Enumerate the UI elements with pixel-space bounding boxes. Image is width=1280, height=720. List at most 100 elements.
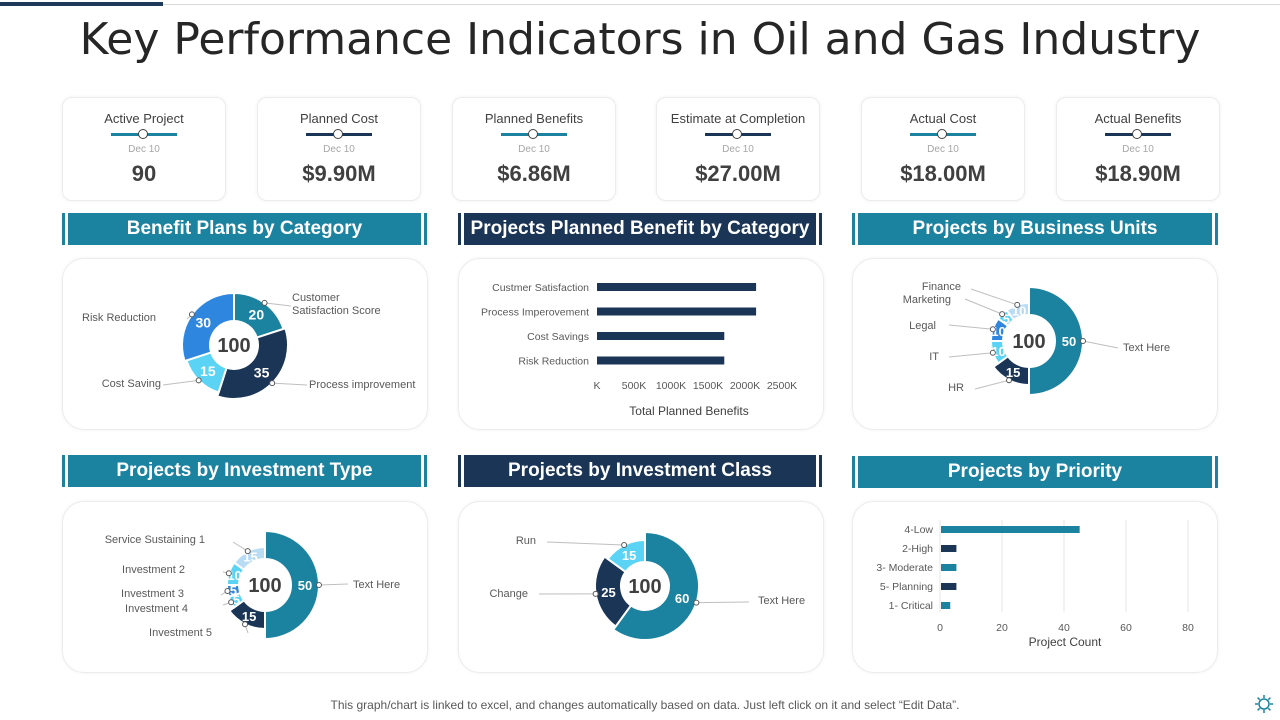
panel-investment-class: 60 Text Here 25 Change 15 Run 100 (458, 501, 824, 673)
leader-dot (242, 621, 249, 628)
bar (941, 526, 1080, 533)
bar-category-label: 4-Low (904, 524, 933, 536)
donut-category-label: HR (948, 382, 964, 394)
leader-dot (261, 299, 268, 306)
donut-value-label: 50 (1062, 334, 1076, 349)
kpi-label: Active Project (104, 111, 184, 126)
bar (597, 332, 725, 340)
donut-slice (232, 545, 266, 572)
kpi-card: Actual Benefits Dec 10 $18.90M (1056, 97, 1220, 201)
donut-category-label: Investment 4 (125, 603, 188, 615)
bar-category-label: Cost Savings (527, 331, 589, 343)
leader-dot (188, 311, 195, 318)
donut-value-label: 5 (233, 593, 240, 608)
donut-center-label: 100 (217, 335, 250, 357)
kpi-slider (910, 129, 976, 139)
donut-category-label: Customer (292, 292, 340, 304)
header-benefit-plans: Benefit Plans by Category (62, 213, 427, 245)
donut-slice (264, 529, 320, 641)
donut-category-label: Marketing (903, 294, 951, 306)
donut-value-label: 50 (298, 578, 312, 593)
donut-slice (594, 555, 633, 628)
leader-line (318, 583, 349, 586)
x-axis-label: Project Count (1029, 635, 1102, 649)
header-benefit-plans-label: Benefit Plans by Category (126, 218, 363, 239)
kpi-date: Dec 10 (323, 144, 355, 155)
kpi-slider (1105, 129, 1171, 139)
kpi-card: Active Project Dec 10 90 (62, 97, 226, 201)
leader-line (948, 324, 993, 330)
bar (941, 583, 957, 590)
donut-category-label: Cost Saving (102, 378, 161, 390)
footer-note: This graph/chart is linked to excel, and… (330, 698, 960, 712)
bar-category-label: 5- Planning (880, 581, 933, 593)
bar (597, 356, 725, 365)
donut-category-label: Risk Reduction (82, 312, 156, 324)
kpi-card: Estimate at Completion Dec 10 $27.00M (656, 97, 820, 201)
x-tick-label: 1000K (656, 380, 686, 392)
bar-category-label: Process Imperovement (481, 307, 589, 319)
page-title: Key Performance Indicators in Oil and Ga… (79, 14, 1201, 65)
header-investment-type-label: Projects by Investment Type (116, 460, 373, 481)
donut-value-label: 5 (1003, 311, 1010, 326)
kpi-label: Planned Cost (299, 111, 379, 126)
leader-dot (269, 380, 276, 387)
panel-business-units: 50 Text Here 15 HR 10 IT 10 Legal 5 Marketing 10 Fi… (852, 258, 1218, 430)
donut-slice (181, 291, 235, 363)
kpi-slider-knob (937, 129, 947, 139)
x-tick-label: 500K (622, 380, 647, 392)
panel-priority: 4-Low 2-High 3- Moderate 5- Planning 1- Crit… (852, 501, 1218, 673)
bar (597, 307, 757, 316)
kpi-value: 90 (131, 161, 157, 186)
bar (941, 564, 957, 571)
leader-dot (225, 570, 232, 577)
donut-category-label: Text Here (1123, 342, 1170, 354)
x-tick-label: 40 (1058, 622, 1070, 634)
kpi-date: Dec 10 (927, 144, 959, 155)
bar-category-label: 2-High (902, 543, 933, 555)
leader-dot (989, 349, 996, 356)
header-business-units-label: Projects by Business Units (912, 218, 1158, 239)
leader-line (272, 382, 308, 386)
x-tick-label: 2000K (730, 380, 760, 392)
donut-value-label: 10 (1012, 304, 1026, 319)
kpi-slider-knob (333, 129, 343, 139)
kpi-card: Actual Cost Dec 10 $18.00M (861, 97, 1025, 201)
kpi-slider-knob (528, 129, 538, 139)
leader-dot (621, 542, 628, 549)
leader-line (970, 288, 1018, 306)
kpi-slider-knob (732, 129, 742, 139)
x-tick-label: 80 (1182, 622, 1194, 634)
donut-center (211, 322, 257, 368)
leader-line (1082, 340, 1119, 349)
x-tick-label: 0 (937, 622, 943, 634)
donut-center-label: 100 (1012, 331, 1045, 353)
gear-icon[interactable] (1254, 694, 1274, 714)
kpi-date: Dec 10 (518, 144, 550, 155)
donut-slice (611, 530, 700, 641)
donut-value-label: 10 (991, 344, 1005, 359)
donut-category-label: Text Here (353, 579, 400, 591)
donut-slice (992, 354, 1030, 387)
leader-line (264, 302, 292, 307)
donut-value-label: 30 (195, 315, 211, 331)
bar (597, 283, 757, 291)
top-accent-bar (0, 2, 163, 6)
donut-center-label: 100 (628, 576, 661, 598)
donut-slice (1028, 285, 1084, 397)
header-priority-label: Projects by Priority (947, 461, 1123, 482)
donut-center (240, 560, 290, 610)
donut-value-label: 60 (675, 591, 689, 606)
donut-value-label: 15 (200, 363, 216, 379)
kpi-slider (705, 129, 771, 139)
leader-line (964, 298, 1003, 315)
kpi-value: $18.90M (1095, 161, 1181, 186)
kpi-slider (111, 129, 177, 139)
x-tick-label: 60 (1120, 622, 1132, 634)
investment-type-donut-chart: 50 Text Here 15 Investment 5 5 Investment 4 5 I… (105, 529, 400, 641)
bar-category-label: 1- Critical (889, 600, 933, 612)
header-planned-benefit: Projects Planned Benefit by Category (458, 213, 822, 245)
leader-dot (224, 587, 231, 594)
leader-line (974, 379, 1010, 390)
